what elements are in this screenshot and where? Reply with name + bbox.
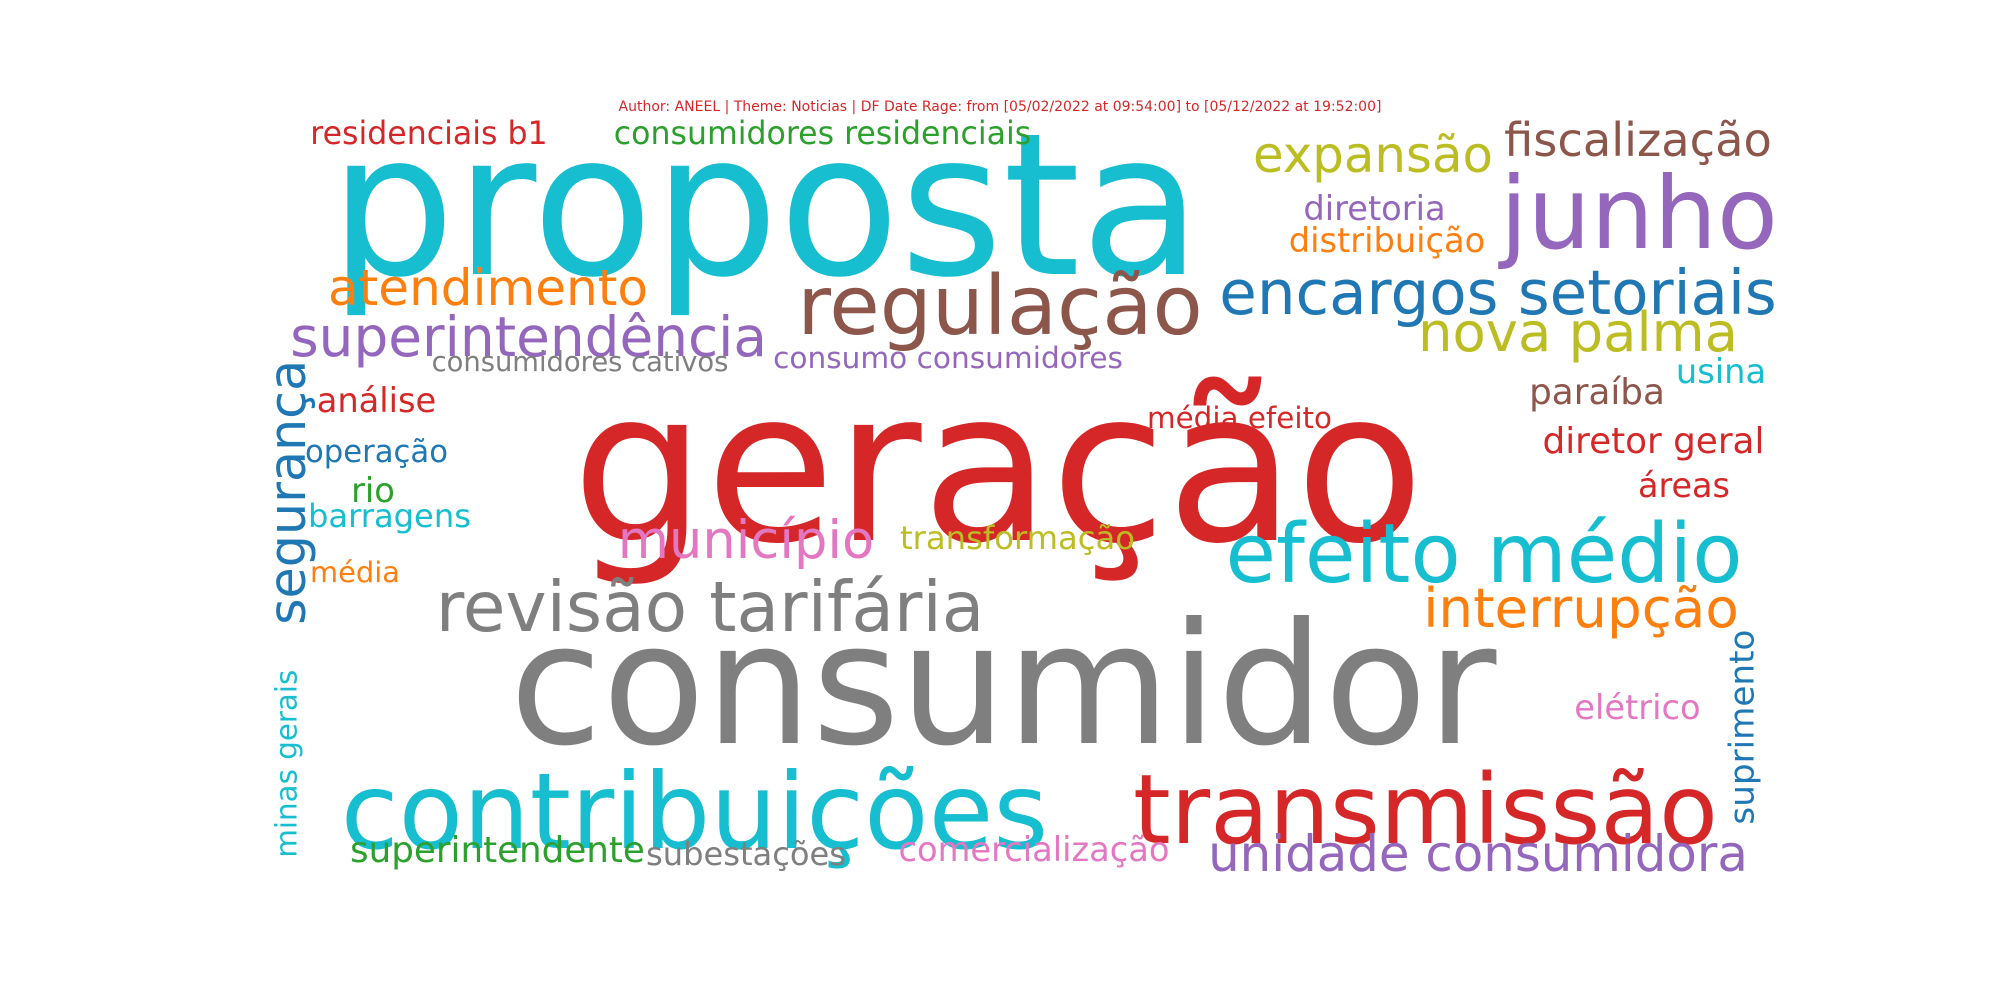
word-superintendencia: superintendência [290, 304, 767, 369]
word-media: média [310, 554, 400, 589]
word-atendimento: atendimento [328, 259, 648, 317]
word-seguranca: segurança [257, 359, 317, 625]
word-unidade-consumidora: unidade consumidora [1208, 825, 1748, 884]
word-analise: análise [316, 381, 437, 421]
word-suprimento: suprimento [1721, 629, 1762, 825]
word-geracao: geração [571, 344, 1425, 590]
word-rio: rio [351, 471, 395, 511]
word-junho: junho [1500, 157, 1778, 273]
word-subestacoes: subestações [646, 834, 846, 873]
word-usina: usina [1675, 352, 1767, 392]
word-paraiba: paraíba [1529, 372, 1665, 414]
word-transmissao: transmissão [1133, 754, 1718, 866]
word-superintendente: superintendente [350, 830, 645, 872]
word-consumo-consumidores: consumo consumidores [773, 341, 1123, 376]
word-proposta: proposta [329, 90, 1202, 322]
word-transformacao: transformação [900, 518, 1135, 557]
word-diretoria: diretoria [1303, 189, 1446, 229]
word-expansao: expansão [1253, 126, 1493, 185]
word-areas: áreas [1638, 466, 1730, 506]
word-comercializacao: comercialização [898, 830, 1170, 870]
word-consumidores-cativos: consumidores cativos [431, 347, 729, 379]
word-fiscalizacao: fiscalização [1504, 112, 1772, 167]
word-efeito-medio: efeito médio [1225, 506, 1743, 602]
word-regulacao: regulação [797, 258, 1203, 354]
word-interrupcao: interrupção [1423, 575, 1739, 640]
word-consumidores-residenciais: consumidores residenciais [613, 116, 1032, 153]
word-municipio: município [617, 509, 875, 571]
word-distribuicao: distribuição [1288, 221, 1486, 261]
word-encargos-setoriais: encargos setoriais [1219, 257, 1777, 329]
word-operacao: operação [305, 434, 449, 470]
chart-caption: Author: ANEEL | Theme: Noticias | DF Dat… [618, 99, 1382, 115]
word-media-efeito: média efeito [1147, 401, 1332, 436]
word-residenciais-b1: residenciais b1 [310, 116, 548, 153]
word-nova-palma: nova palma [1418, 299, 1738, 364]
word-diretor-geral: diretor geral [1542, 421, 1765, 463]
word-contribuicoes: contribuições [340, 750, 1049, 874]
word-minas-gerais: minas gerais [269, 669, 304, 858]
word-barragens: barragens [308, 496, 471, 535]
word-eletrico: elétrico [1574, 688, 1701, 728]
word-revisao-tarifaria: revisão tarifária [435, 568, 985, 649]
word-consumidor: consumidor [509, 586, 1497, 783]
